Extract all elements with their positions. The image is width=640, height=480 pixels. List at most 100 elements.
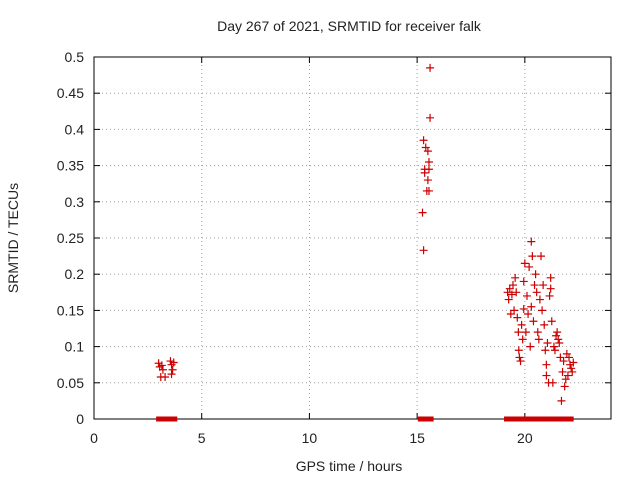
- data-point-plus: [534, 335, 543, 344]
- data-point-plus: [507, 290, 516, 299]
- data-point-plus: [158, 365, 167, 374]
- data-point-plus: [555, 338, 564, 347]
- data-point-plus: [503, 288, 512, 297]
- data-point-plus: [527, 302, 536, 311]
- data-point-plus: [423, 147, 432, 156]
- y-tick-label: 0: [76, 411, 84, 427]
- data-point-plus: [557, 396, 566, 405]
- data-point-plus: [538, 306, 547, 315]
- data-point-plus: [528, 252, 537, 261]
- y-tick-label: 0.1: [65, 339, 85, 355]
- data-point-plus: [539, 281, 548, 290]
- x-tick-label: 5: [198, 430, 206, 446]
- x-axis-label: GPS time / hours: [296, 458, 403, 474]
- data-point-plus: [157, 361, 166, 370]
- x-tick-label: 0: [90, 430, 98, 446]
- data-point-plus: [169, 358, 178, 367]
- chart-title: Day 267 of 2021, SRMTID for receiver fal…: [217, 18, 482, 34]
- data-point-plus: [525, 262, 534, 271]
- x-tick-label: 20: [517, 430, 533, 446]
- data-point-square: [558, 416, 564, 422]
- data-point-square: [424, 416, 430, 422]
- data-point-plus: [559, 357, 568, 366]
- data-point-plus: [515, 353, 524, 362]
- data-point-square: [510, 416, 516, 422]
- y-tick-label: 0.15: [57, 302, 84, 318]
- data-point-square: [172, 416, 178, 422]
- data-point-plus: [419, 246, 428, 255]
- y-tick-label: 0.3: [65, 194, 85, 210]
- data-point-plus: [167, 370, 176, 379]
- data-point-square: [529, 416, 535, 422]
- x-tick-label: 15: [409, 430, 425, 446]
- data-point-plus: [553, 328, 562, 337]
- data-point-plus: [546, 284, 555, 293]
- data-point-plus: [529, 317, 538, 326]
- data-point-plus: [542, 360, 551, 369]
- data-point-plus: [558, 367, 567, 376]
- data-point-plus: [548, 378, 557, 387]
- data-point-plus: [530, 281, 539, 290]
- data-point-plus: [519, 277, 528, 286]
- data-point-plus: [514, 328, 523, 337]
- data-point-square: [417, 416, 423, 422]
- data-point-plus: [567, 364, 576, 373]
- data-point-square: [516, 416, 522, 422]
- data-point-square: [565, 416, 571, 422]
- data-point-plus: [543, 338, 552, 347]
- data-point-plus: [511, 273, 520, 282]
- data-point-square: [526, 416, 532, 422]
- data-point-square: [513, 416, 519, 422]
- data-point-plus: [520, 259, 529, 268]
- y-tick-label: 0.45: [57, 85, 84, 101]
- data-point-plus: [563, 371, 572, 380]
- y-tick-label: 0.2: [65, 266, 85, 282]
- data-point-square: [523, 416, 529, 422]
- data-point-plus: [418, 208, 427, 217]
- data-point-plus: [549, 342, 558, 351]
- data-point-square: [536, 416, 542, 422]
- data-point-square: [156, 416, 162, 422]
- data-point-square: [159, 416, 165, 422]
- data-point-plus: [535, 295, 544, 304]
- data-point-square: [562, 416, 568, 422]
- data-point-plus: [533, 328, 542, 337]
- axis-ticks: 0 0.05 0.1 0.15 0.2 0.25 0.3 0.35 0.4 0.45 0.5 0 5 10…: [57, 49, 611, 446]
- data-point-plus: [161, 373, 170, 382]
- data-point-square: [542, 416, 548, 422]
- data-point-plus: [424, 165, 433, 174]
- data-point-plus: [546, 273, 555, 282]
- data-point-plus: [562, 349, 571, 358]
- data-point-square: [546, 416, 552, 422]
- data-point-square: [539, 416, 545, 422]
- data-point-plus: [423, 176, 432, 185]
- y-tick-label: 0.05: [57, 375, 84, 391]
- data-point-plus: [569, 358, 578, 367]
- data-point-square: [428, 416, 434, 422]
- data-point-plus: [541, 346, 550, 355]
- data-point-plus: [547, 317, 556, 326]
- data-point-plus: [522, 291, 531, 300]
- data-point-plus: [513, 313, 522, 322]
- data-point-plus: [531, 270, 540, 279]
- y-tick-label: 0.35: [57, 158, 84, 174]
- data-point-square: [533, 416, 539, 422]
- data-point-square: [555, 416, 561, 422]
- data-point-plus: [518, 335, 527, 344]
- data-point-plus: [532, 288, 541, 297]
- data-point-plus: [504, 295, 513, 304]
- data-point-square: [568, 416, 574, 422]
- data-point-plus: [508, 281, 517, 290]
- x-tick-label: 10: [302, 430, 318, 446]
- data-point-plus: [552, 331, 561, 340]
- y-tick-label: 0.25: [57, 230, 84, 246]
- data-point-square: [421, 416, 427, 422]
- data-point-plus: [550, 346, 559, 355]
- data-point-plus: [521, 328, 530, 337]
- data-point-square: [552, 416, 558, 422]
- data-point-plus: [419, 136, 428, 145]
- data-point-plus: [516, 357, 525, 366]
- y-axis-label: SRMTID / TECUs: [5, 183, 21, 293]
- data-point-plus: [526, 342, 535, 351]
